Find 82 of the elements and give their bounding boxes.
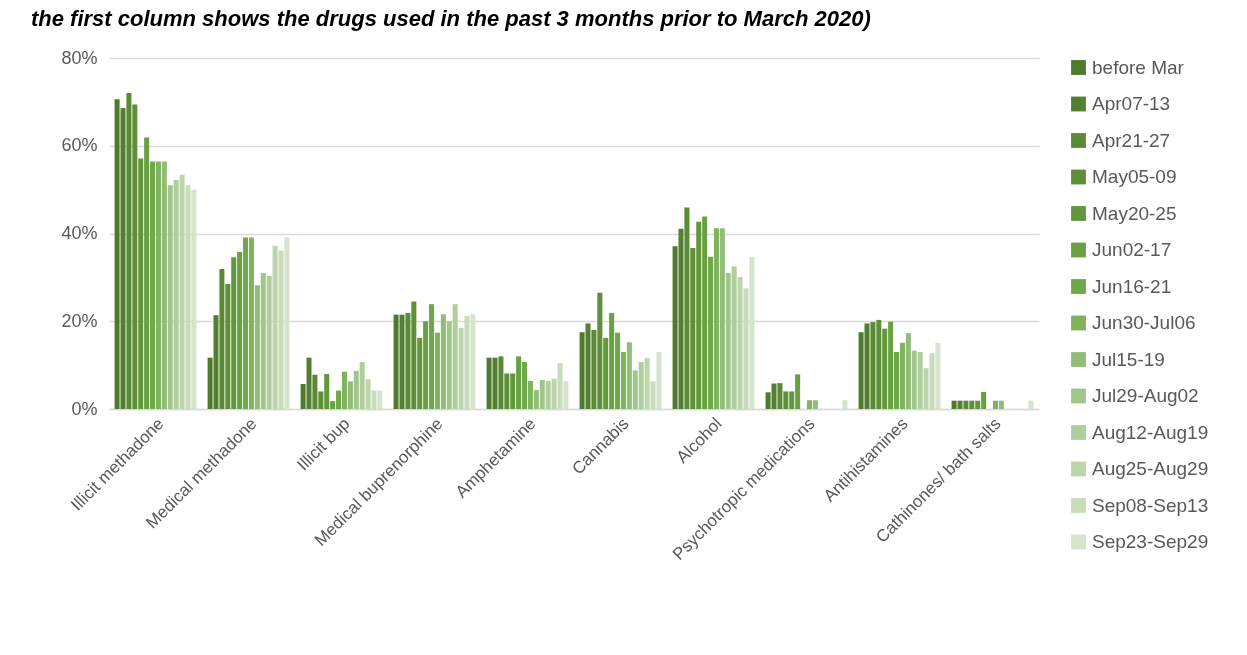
bar (179, 174, 185, 409)
bar (632, 370, 638, 409)
bar (434, 332, 440, 409)
bar (191, 189, 197, 409)
bar (638, 362, 644, 409)
bar (341, 371, 347, 409)
bar (167, 185, 173, 409)
bar (842, 400, 848, 409)
bar (713, 228, 719, 409)
bar (365, 379, 371, 409)
legend-label: Apr07-13 (1092, 93, 1171, 114)
y-tick-label: 20% (61, 310, 98, 331)
bar (440, 314, 446, 409)
bar (371, 390, 377, 409)
bar (359, 362, 365, 409)
bar (929, 353, 935, 409)
bar (917, 351, 923, 409)
bar (806, 400, 812, 409)
bar (527, 380, 533, 409)
bar (743, 288, 749, 409)
bar (377, 390, 383, 409)
legend-label: Aug12-Aug19 (1092, 421, 1209, 443)
legend-label: Apr21-27 (1092, 129, 1171, 151)
bar (1028, 400, 1034, 409)
bar (260, 272, 266, 409)
bar (446, 321, 452, 409)
bar (737, 276, 743, 409)
bar (353, 370, 359, 409)
bar (161, 161, 167, 409)
bar (278, 250, 284, 409)
bar (272, 245, 278, 409)
bar (998, 400, 1004, 409)
bar (347, 381, 353, 409)
bar (992, 400, 998, 409)
bar (899, 342, 905, 409)
bar (644, 358, 650, 409)
bar (557, 362, 563, 409)
bar (731, 266, 737, 409)
legend-label: Jul29-Aug02 (1092, 385, 1199, 406)
bar (749, 256, 755, 409)
bar (626, 342, 632, 409)
bar (248, 237, 254, 409)
bar (719, 228, 725, 409)
bar (452, 304, 458, 409)
bar (533, 390, 539, 409)
bar (923, 368, 929, 409)
bar (935, 342, 941, 409)
legend-label: Jun30-Jul06 (1092, 312, 1196, 333)
legend-label: Sep08-Sep13 (1092, 494, 1209, 516)
chart-title: the first column shows the drugs used in the past 3 months prior to March 2020) (30, 6, 871, 31)
legend-label: May05-09 (1092, 166, 1177, 187)
bar (284, 237, 290, 409)
bar (650, 381, 656, 409)
bar (812, 400, 818, 409)
bar (185, 185, 191, 409)
bar (254, 285, 260, 409)
bar (551, 378, 557, 409)
bar (545, 380, 551, 409)
bar (905, 333, 911, 409)
legend-label: before Mar (1092, 56, 1185, 78)
bar (464, 315, 470, 409)
y-tick-label: 40% (61, 223, 98, 243)
y-tick-label: 60% (61, 135, 98, 156)
legend-label: May20-25 (1092, 202, 1177, 224)
legend-label: Sep23-Sep29 (1092, 531, 1209, 552)
y-tick-label: 80% (61, 47, 98, 68)
bar (911, 350, 917, 409)
bar (725, 272, 731, 409)
bar (620, 351, 626, 409)
bar (266, 276, 272, 409)
bar (539, 380, 545, 409)
y-tick-label: 0% (71, 398, 98, 419)
bar (656, 351, 662, 409)
bar (173, 179, 179, 409)
bar (563, 380, 569, 409)
legend-label: Aug25-Aug29 (1092, 458, 1209, 479)
bar (458, 327, 464, 409)
bar (470, 314, 476, 409)
bar (155, 161, 161, 409)
legend-label: Jun02-17 (1092, 239, 1172, 260)
legend-label: Jun16-21 (1092, 275, 1172, 297)
legend-label: Jul15-19 (1092, 348, 1165, 370)
